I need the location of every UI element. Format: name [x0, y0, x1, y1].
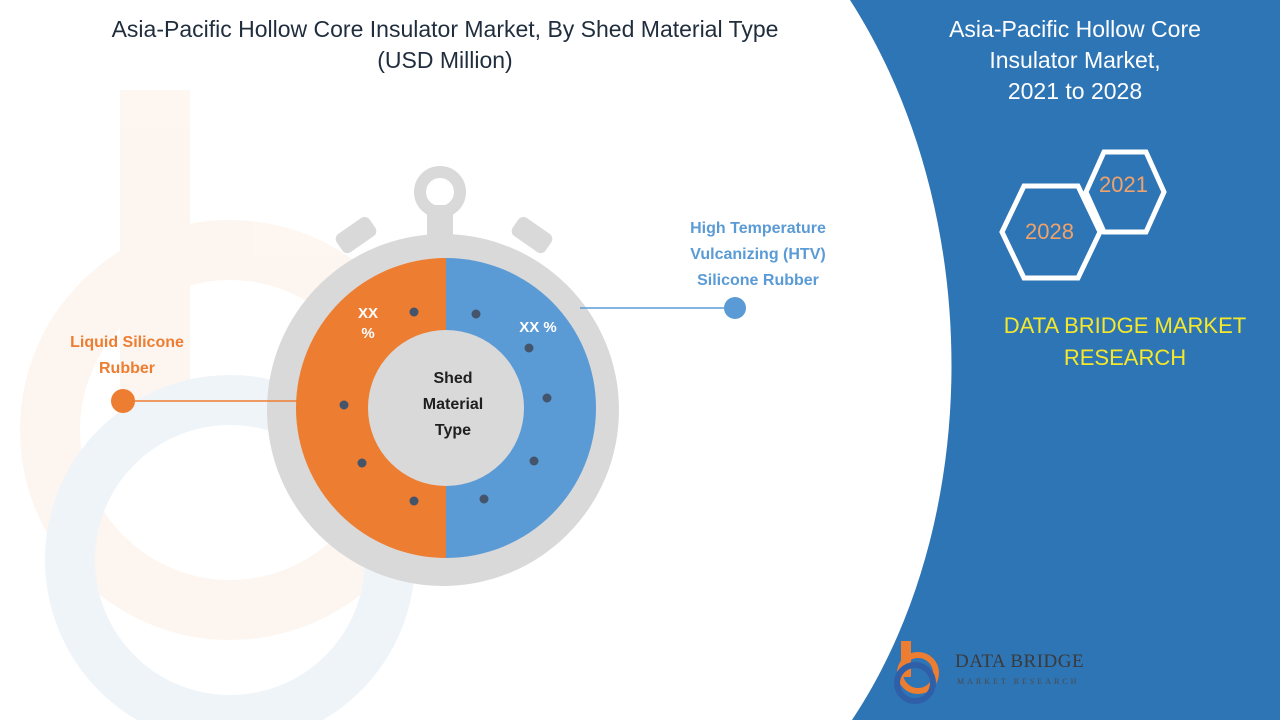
data-bridge-logo-icon — [894, 641, 939, 704]
brand-name-line1: DATA BRIDGE MARKET — [1003, 313, 1247, 338]
legend-marker-liquid-silicone — [111, 389, 135, 413]
stopwatch-button-right — [511, 216, 553, 254]
logo-tagline: MARKET RESEARCH — [957, 677, 1080, 686]
category-label-line: Rubber — [99, 360, 155, 377]
chart-title-line2: (USD Million) — [377, 47, 513, 73]
category-label-line: Vulcanizing (HTV) — [690, 246, 826, 263]
center-label-line: Type — [434, 422, 472, 439]
logo-name: DATA BRIDGE — [955, 651, 1085, 672]
year-start-label: 2021 — [1099, 172, 1148, 197]
panel-title: Asia-Pacific Hollow Core Insulator Marke… — [930, 14, 1220, 107]
panel-title-line3: 2021 to 2028 — [1007, 78, 1143, 104]
chart-title-line1: Asia-Pacific Hollow Core Insulator Marke… — [111, 16, 779, 42]
category-label-liquid-silicone: Liquid Silicone Rubber — [52, 330, 202, 382]
chart-title: Asia-Pacific Hollow Core Insulator Marke… — [40, 14, 850, 76]
center-label-line: Material — [422, 396, 484, 413]
slice-value-line: XX — [357, 305, 378, 322]
brand-name: DATA BRIDGE MARKET RESEARCH — [975, 310, 1275, 374]
year-end-label: 2028 — [1025, 219, 1074, 244]
category-label-line: High Temperature — [690, 220, 826, 237]
slice-value-line: % — [361, 325, 375, 342]
panel-title-line1: Asia-Pacific Hollow Core — [949, 16, 1201, 42]
legend-marker-htv — [724, 297, 746, 319]
center-circle — [368, 330, 524, 486]
category-label-line: Liquid Silicone — [70, 334, 184, 351]
category-label-line: Silicone Rubber — [697, 272, 819, 289]
center-label-line: Shed — [433, 370, 473, 387]
stopwatch-button-left — [335, 216, 377, 254]
right-panel-background — [850, 0, 1280, 720]
hexagon-2028 — [999, 183, 1103, 281]
category-label-htv: High Temperature Vulcanizing (HTV) Silic… — [660, 216, 856, 294]
dial-dots — [339, 307, 552, 506]
hexagon-2021 — [1083, 149, 1167, 235]
brand-name-line2: RESEARCH — [1063, 345, 1187, 370]
slice-value-label-htv: XX % — [519, 319, 557, 336]
panel-title-line2: Insulator Market, — [989, 47, 1161, 73]
slice-value-label-liquid-silicone: XX % — [352, 304, 384, 344]
center-label: Shed Material Type — [392, 366, 514, 444]
